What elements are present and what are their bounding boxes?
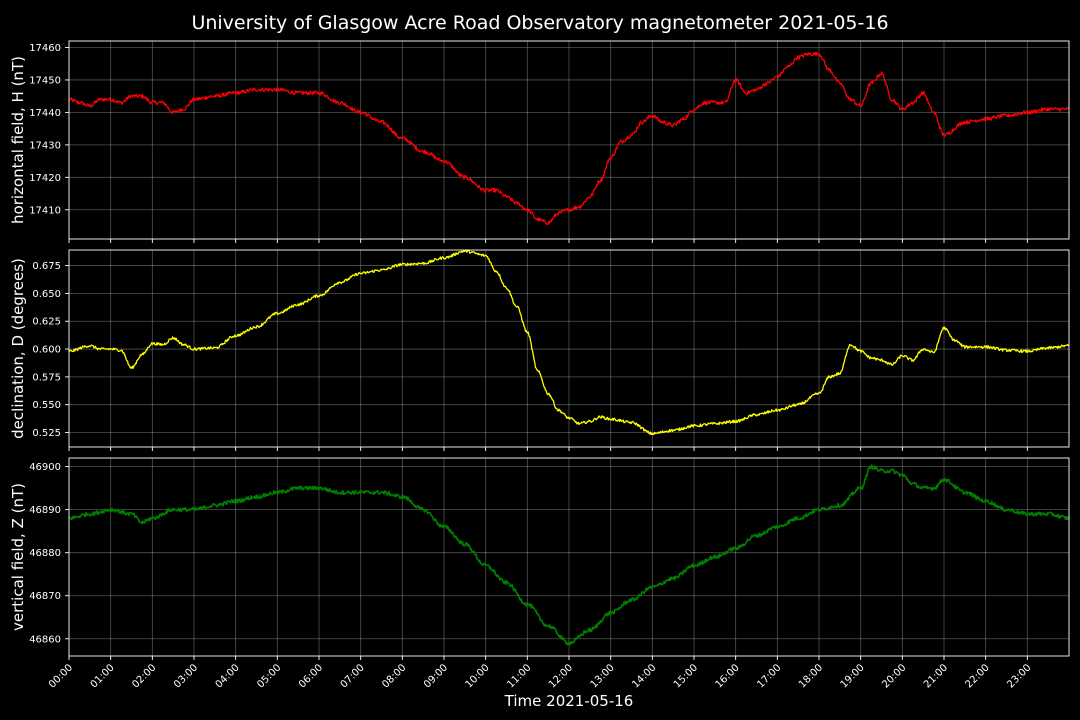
x-axis-label: Time 2021-05-16 (504, 692, 634, 710)
y-tick-label: 0.625 (32, 317, 61, 328)
x-tick-label: 10:00 (464, 662, 492, 690)
y-tick-label: 46900 (29, 462, 61, 473)
y-tick-label: 17460 (29, 43, 61, 54)
y-tick-label: 17420 (29, 173, 61, 184)
y-tick-label: 0.525 (32, 428, 61, 439)
panel-frame (68, 40, 1070, 240)
x-tick-label: 19:00 (839, 662, 867, 690)
y-tick-label: 0.650 (32, 289, 61, 300)
x-tick-label: 09:00 (422, 662, 450, 690)
chart-title: University of Glasgow Acre Road Observat… (191, 12, 888, 34)
y-tick-label: 46890 (29, 505, 61, 516)
y-tick-label: 17450 (29, 75, 61, 86)
x-tick-label: 08:00 (380, 662, 408, 690)
plot-area: 17410 17420 17430 17440 17450 17460horizontal… (9, 40, 1070, 691)
y-axis-label-D: declination, D (degrees) (9, 258, 27, 439)
y-tick-label: 46880 (29, 548, 61, 559)
x-tick-label: 20:00 (880, 662, 908, 690)
y-tick-label: 0.575 (32, 372, 61, 383)
y-tick-label: 0.550 (32, 400, 61, 411)
x-tick-label: 21:00 (922, 662, 950, 690)
x-tick-label: 01:00 (89, 662, 117, 690)
y-tick-label: 46870 (29, 591, 61, 602)
x-tick-label: 16:00 (714, 662, 742, 690)
x-tick-label: 02:00 (130, 662, 158, 690)
x-tick-label: 13:00 (589, 662, 617, 690)
x-tick-label: 00:00 (47, 662, 75, 690)
x-tick-label: 23:00 (1005, 662, 1033, 690)
x-tick-label: 11:00 (505, 662, 533, 690)
series-line-H (68, 51, 1070, 226)
panel-H: 17410 17420 17430 17440 17450 17460horizontal… (9, 40, 1070, 243)
y-axis-label-H: horizontal field, H (nT) (9, 56, 27, 224)
y-tick-label: 17430 (29, 140, 61, 151)
series-line-D (68, 249, 1070, 436)
panel-D: 0.525 0.550 0.575 0.600 0.625 0.650 0.675 decli… (9, 249, 1070, 451)
y-tick-label: 0.600 (32, 345, 61, 356)
x-tick-label: 06:00 (297, 662, 325, 690)
series-line-Z (68, 464, 1070, 646)
x-tick-label: 12:00 (547, 662, 575, 690)
x-tick-label: 17:00 (755, 662, 783, 690)
x-tick-label: 03:00 (172, 662, 200, 690)
y-tick-label: 0.675 (32, 261, 61, 272)
y-axis-label-Z: vertical field, Z (nT) (9, 483, 27, 631)
x-tick-label: 14:00 (630, 662, 658, 690)
x-tick-label: 05:00 (255, 662, 283, 690)
x-tick-label: 15:00 (672, 662, 700, 690)
panel-frame (68, 249, 1070, 448)
x-tick-label: 22:00 (964, 662, 992, 690)
y-tick-label: 17410 (29, 205, 61, 216)
x-tick-label: 07:00 (339, 662, 367, 690)
panel-frame (68, 457, 1070, 657)
y-tick-label: 46860 (29, 634, 61, 645)
y-tick-label: 17440 (29, 108, 61, 119)
x-tick-label: 18:00 (797, 662, 825, 690)
x-tick-label: 04:00 (214, 662, 242, 690)
